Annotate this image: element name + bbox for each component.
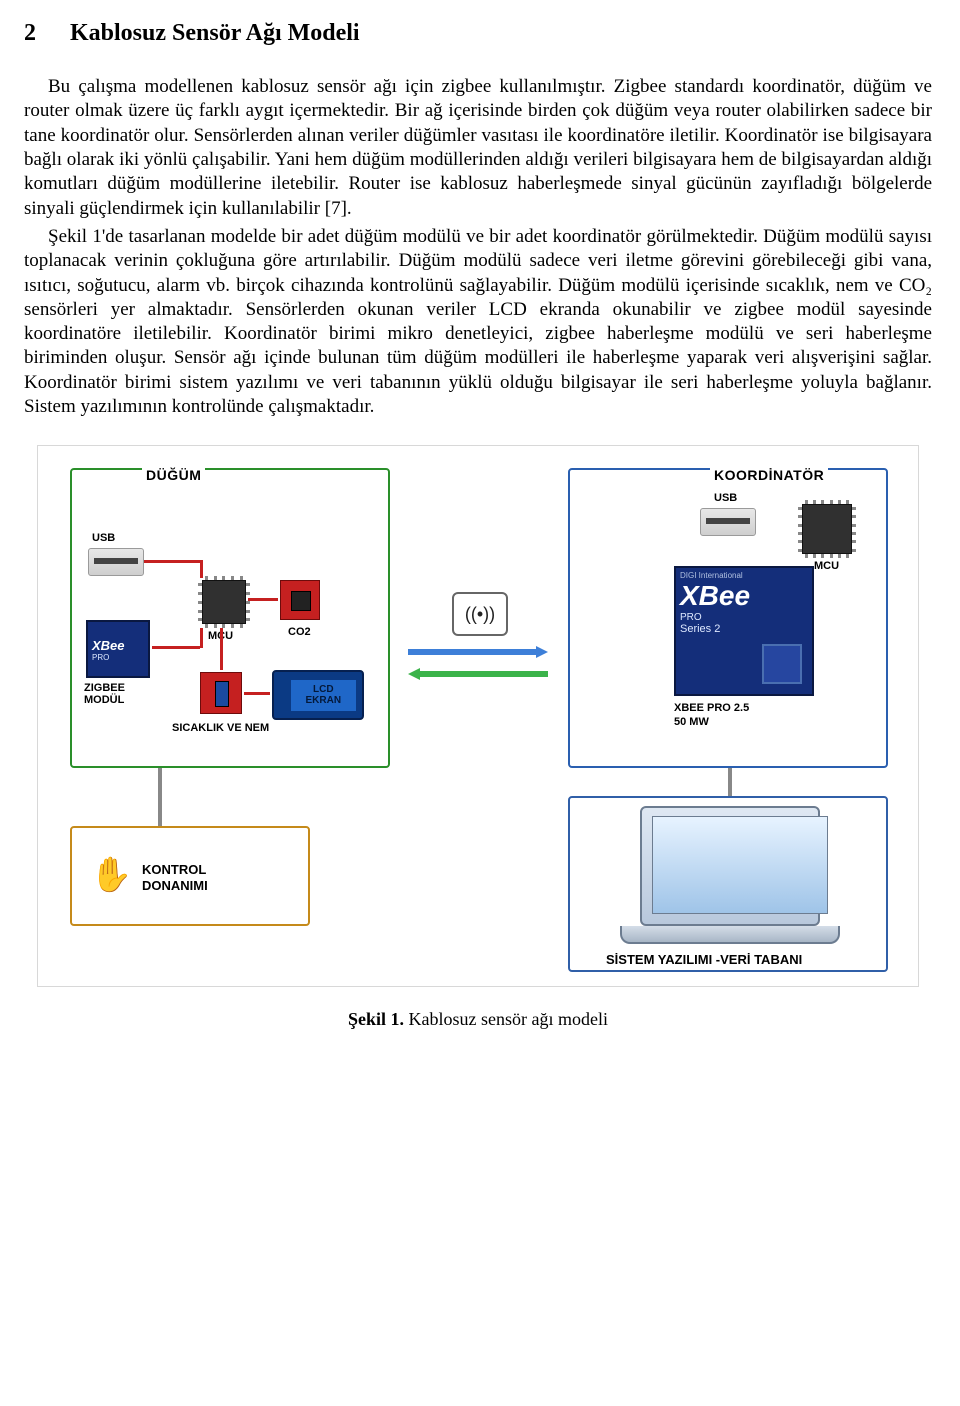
temp-hum-module — [200, 672, 242, 714]
lcd-module: LCDEKRAN — [272, 670, 364, 720]
section-number: 2 — [24, 20, 36, 47]
label-zigbee-l2: MODÜL — [84, 694, 124, 706]
label-xbee-pro-l2: 50 MW — [674, 716, 709, 728]
label-co2: CO2 — [288, 626, 311, 638]
conn-line — [200, 628, 203, 648]
panel-coordinator: KOORDİNATÖR USB MCU DIGI International X… — [568, 468, 888, 768]
usb-port-coordinator — [700, 508, 756, 536]
usb-port-node — [88, 548, 144, 576]
xbee-sub-node: PRO — [88, 653, 148, 662]
label-temp-hum: SICAKLIK VE NEM — [172, 722, 269, 734]
laptop-icon — [640, 806, 840, 944]
caption-label: Şekil 1. — [348, 1009, 404, 1029]
wireless-symbol: ((•)) — [465, 604, 495, 625]
label-usb-coord: USB — [714, 492, 737, 504]
panel-node: DÜĞÜM USB MCU CO2 XBee — [70, 468, 390, 768]
label-control-l2: DONANIMI — [142, 878, 208, 893]
label-mcu-coord: MCU — [814, 560, 839, 572]
panel-control: ✋ KONTROL DONANIMI — [70, 826, 310, 926]
zigbee-module-node: XBee PRO — [86, 620, 150, 678]
label-control-l1: KONTROL — [142, 862, 206, 877]
wireless-icon: ((•)) — [452, 592, 508, 636]
label-system: SİSTEM YAZILIMI -VERİ TABANI — [606, 952, 802, 967]
figure-diagram: DÜĞÜM USB MCU CO2 XBee — [37, 445, 919, 987]
co2-module — [280, 580, 320, 620]
xbee-top: DIGI International — [676, 568, 812, 580]
vertical-connector-left — [158, 768, 162, 826]
hand-icon: ✋ — [90, 856, 130, 896]
xbee-logo-coord: XBee — [676, 580, 812, 612]
conn-line — [248, 598, 278, 601]
mcu-chip-node — [202, 580, 246, 624]
paragraph-2: Şekil 1'de tasarlanan modelde bir adet d… — [24, 225, 932, 420]
mcu-chip-coordinator — [802, 504, 852, 554]
section-title: Kablosuz Sensör Ağı Modeli — [70, 20, 360, 46]
panel-node-title: DÜĞÜM — [142, 467, 205, 483]
arrow-right — [408, 646, 548, 658]
conn-line — [220, 628, 223, 670]
panel-system: SİSTEM YAZILIMI -VERİ TABANI — [568, 796, 888, 972]
panel-coordinator-title: KOORDİNATÖR — [710, 467, 828, 483]
paragraph-1: Bu çalışma modellenen kablosuz sensör ağ… — [24, 75, 932, 221]
conn-line — [200, 560, 203, 578]
arrow-left — [408, 668, 548, 680]
label-zigbee-l1: ZIGBEE — [84, 682, 125, 694]
figure-caption: Şekil 1. Kablosuz sensör ağı modeli — [24, 1009, 932, 1030]
caption-text: Kablosuz sensör ağı modeli — [409, 1009, 608, 1029]
conn-line — [244, 692, 270, 695]
conn-line — [152, 646, 200, 649]
xbee-module-coordinator: DIGI International XBee PRO Series 2 — [674, 566, 814, 696]
xbee-logo-node: XBee — [88, 622, 148, 653]
lcd-text: LCDEKRAN — [306, 684, 342, 706]
page: 2 Kablosuz Sensör Ağı Modeli Bu çalışma … — [0, 0, 960, 1406]
section-heading: 2 Kablosuz Sensör Ağı Modeli — [24, 20, 932, 47]
vertical-connector-right — [728, 768, 732, 796]
conn-line — [144, 560, 200, 563]
label-usb-node: USB — [92, 532, 115, 544]
label-xbee-pro-l1: XBEE PRO 2.5 — [674, 702, 749, 714]
